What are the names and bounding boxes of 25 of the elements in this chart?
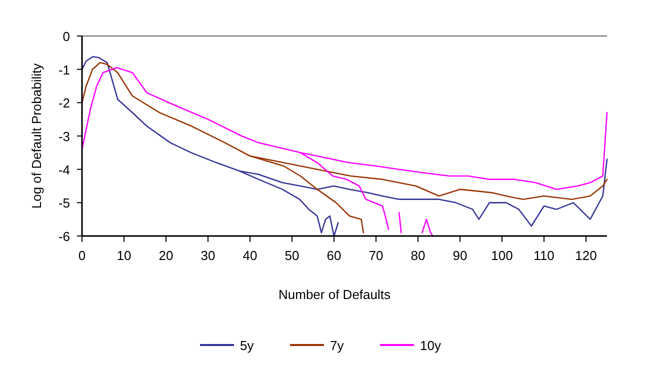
x-tick-label: 40 [242, 248, 258, 263]
x-tick-label: 10 [116, 248, 132, 263]
y-tick-label: 0 [62, 29, 70, 44]
y-tick-label: -1 [58, 62, 70, 78]
legend-label: 5y [240, 338, 254, 353]
y-tick-label: -2 [58, 96, 70, 111]
x-tick-label: 0 [78, 248, 86, 263]
y-tick-label: -6 [58, 229, 70, 244]
x-tick-label: 80 [410, 248, 426, 263]
x-tick-label: 60 [326, 248, 342, 263]
x-axis-title: Number of Defaults [278, 287, 391, 302]
x-tick-label: 50 [284, 248, 300, 263]
x-tick-label: 100 [491, 248, 513, 263]
y-tick-label: -4 [58, 162, 70, 178]
x-tick-label: 120 [575, 248, 597, 263]
x-tick-label: 20 [158, 248, 174, 263]
x-tick-label: 70 [368, 248, 384, 263]
legend-label: 7y [330, 338, 344, 353]
x-tick-label: 110 [534, 248, 554, 263]
y-tick-label: -3 [58, 129, 70, 144]
y-axis-title: Log of Default Probability [29, 62, 44, 209]
x-tick-label: 30 [200, 248, 216, 263]
x-tick-label: 90 [452, 248, 468, 263]
y-tick-label: -5 [58, 196, 70, 211]
legend-label: 10y [420, 338, 442, 353]
